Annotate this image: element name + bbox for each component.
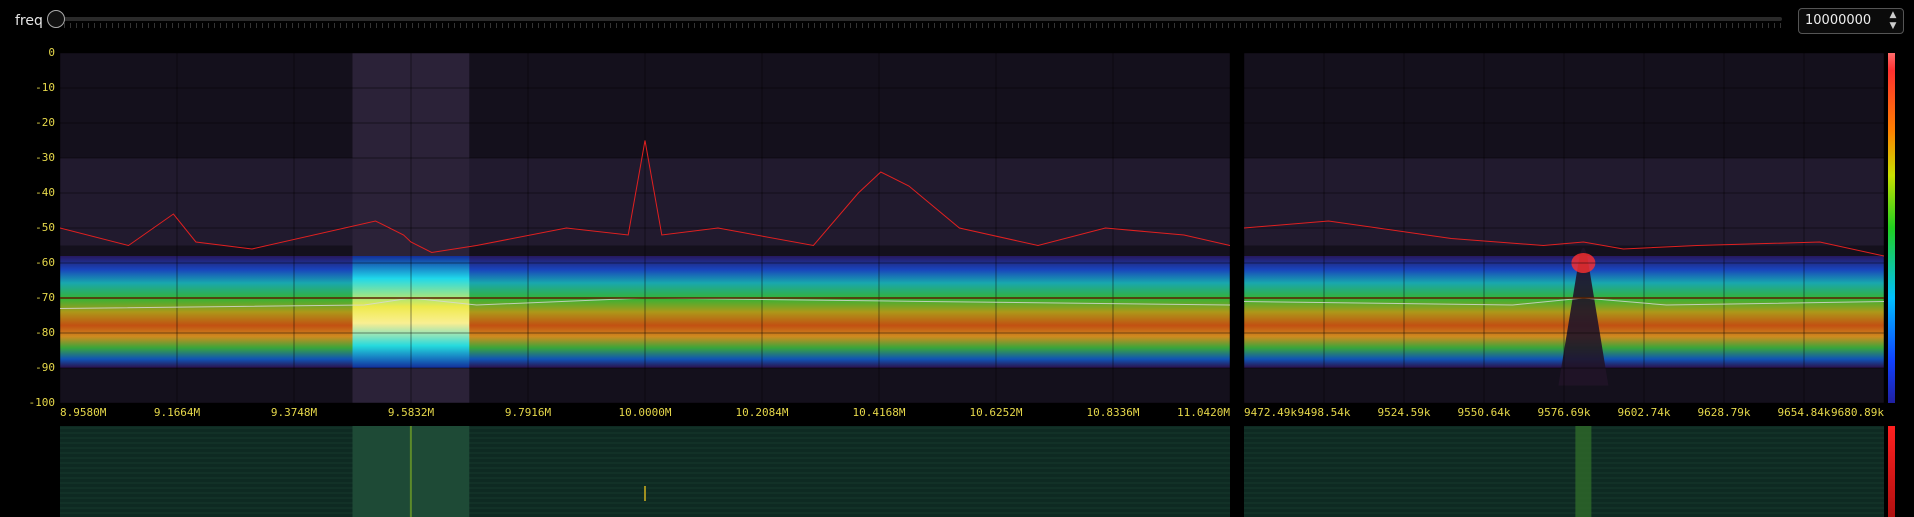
spectrum-colorbar	[1888, 53, 1895, 403]
zoom-waterfall[interactable]	[1244, 426, 1884, 517]
y-tick-label: -70	[35, 291, 55, 304]
zoom-x-axis-labels: 9472.49k 9498.54k 9524.59k 9550.64k 9576.69k…	[1244, 406, 1884, 420]
waterfall-background	[60, 426, 1230, 517]
freq-spinner[interactable]: ▲ ▼	[1884, 10, 1902, 32]
x-tick-label: 9.3748M	[270, 406, 318, 419]
peak-hold-trace	[60, 140, 1230, 254]
y-tick-label: -40	[35, 186, 55, 199]
y-tick-label: 0	[48, 46, 55, 59]
x-tick-label: 10.2084M	[735, 406, 789, 419]
peak-hold-trace	[1244, 220, 1884, 257]
y-tick-label: -90	[35, 361, 55, 374]
freq-slider-ticks	[58, 23, 1782, 28]
y-tick-label: -30	[35, 151, 55, 164]
y-tick-label: -10	[35, 81, 55, 94]
x-tick-label: 9.1664M	[153, 406, 201, 419]
highlight-heat-band	[352, 256, 470, 368]
x-tick-label: 9.7916M	[504, 406, 552, 419]
freq-slider-track[interactable]	[58, 17, 1782, 21]
history-band	[60, 158, 1230, 246]
y-tick-label: -80	[35, 326, 55, 339]
x-tick-label: 8.9580M	[60, 406, 107, 419]
heat-density-band	[1244, 256, 1884, 368]
x-tick-label: 9680.89k	[1831, 406, 1884, 419]
x-tick-label: 9.5832M	[387, 406, 435, 419]
carrier-shadow	[1558, 247, 1609, 386]
freq-slider-thumb[interactable]	[47, 10, 65, 28]
main-spectrum-chart[interactable]	[60, 53, 1230, 403]
main-waterfall[interactable]	[60, 426, 1230, 517]
history-band	[1244, 158, 1884, 246]
x-tick-label: 9498.54k	[1297, 406, 1351, 419]
x-tick-label: 9550.64k	[1457, 406, 1511, 419]
heat-density-band	[60, 256, 1230, 368]
x-tick-label: 10.6252M	[969, 406, 1023, 419]
x-tick-label: 9628.79k	[1697, 406, 1751, 419]
spin-up-icon[interactable]: ▲	[1889, 10, 1897, 20]
x-tick-label: 9472.49k	[1244, 406, 1297, 419]
x-tick-label: 10.4168M	[852, 406, 906, 419]
y-axis-labels: 0 -10 -20 -30 -40 -50 -60 -70 -80 -90 -100	[0, 46, 56, 409]
y-tick-label: -20	[35, 116, 55, 129]
freq-label: freq	[15, 13, 43, 29]
average-trace	[60, 297, 1230, 309]
x-tick-label: 11.0420M	[1177, 406, 1230, 419]
freq-input[interactable]: 10000000	[1798, 8, 1904, 34]
x-tick-label: 9524.59k	[1377, 406, 1431, 419]
x-tick-label: 9576.69k	[1537, 406, 1591, 419]
main-x-axis-labels: 8.9580M 9.1664M 9.3748M 9.5832M 9.7916M 10.00…	[60, 406, 1230, 420]
waterfall-carrier-band	[1575, 426, 1592, 517]
waterfall-colorbar	[1888, 426, 1895, 517]
x-tick-label: 10.0000M	[618, 406, 672, 419]
toolbar: freq 10000000 ▲ ▼	[0, 0, 1914, 44]
spin-down-icon[interactable]: ▼	[1889, 21, 1897, 31]
y-tick-label: -100	[28, 396, 56, 409]
x-tick-label: 10.8336M	[1086, 406, 1140, 419]
x-tick-label: 9654.84k	[1777, 406, 1831, 419]
y-tick-label: -60	[35, 256, 55, 269]
y-tick-label: -50	[35, 221, 55, 234]
zoom-spectrum-chart[interactable]	[1244, 53, 1884, 403]
carrier-hotspot	[1571, 253, 1596, 273]
waterfall-background	[1244, 426, 1884, 517]
x-tick-label: 9602.74k	[1617, 406, 1671, 419]
